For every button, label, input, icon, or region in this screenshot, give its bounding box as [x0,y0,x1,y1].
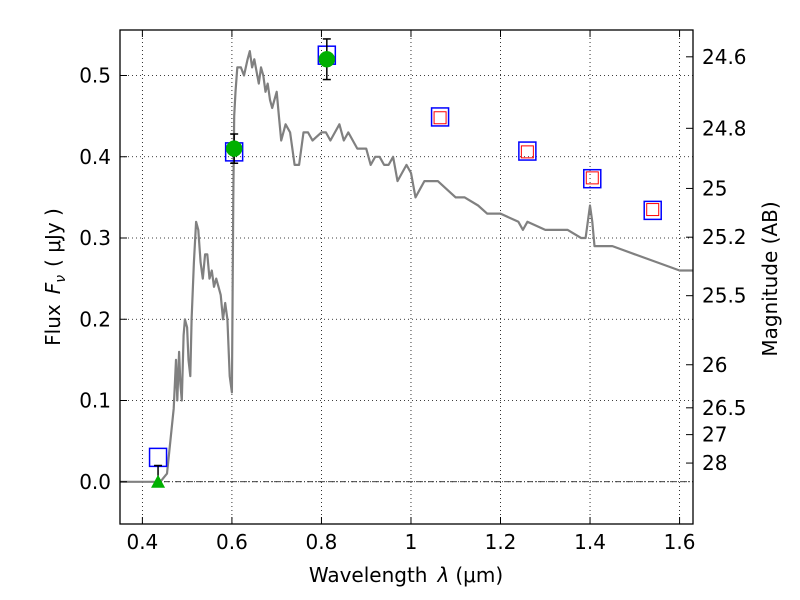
y-tick-label: 0.3 [79,226,111,250]
detection-point [225,140,243,157]
y2-tick-label: 24.8 [702,116,747,140]
y2-tick-label: 25 [702,176,727,200]
x-tick-label: 0.8 [306,530,338,554]
x-tick-label: 1.2 [485,530,517,554]
x-tick-label: 0.4 [126,530,158,554]
observed-nir-marker [646,203,660,217]
model-photometry-square [518,141,537,161]
model-spectrum-line [120,49,693,483]
y2-tick-label: 26.5 [702,396,747,420]
y-tick-label: 0.4 [79,145,111,169]
observed-nir-marker [433,111,447,125]
observed-nir-marker [520,145,534,159]
x-tick-label: 0.6 [216,530,248,554]
series-layer [120,38,693,488]
y-tick-label: 0.1 [79,389,111,413]
y2-axis-title: Magnitude (AB) [758,201,782,356]
plot-background [120,30,693,524]
y2-tick-label: 26 [702,353,727,377]
x-axis-title: Wavelength λ (μm) [309,563,503,587]
model-photometry-square [430,107,450,127]
y2-tick-label: 24.6 [702,45,747,69]
observed-nir-marker [585,171,599,185]
y-tick-label: 0.5 [79,64,111,88]
y2-tick-label: 27 [702,423,727,447]
model-photometry-square [583,168,602,189]
plot-frame [119,29,694,525]
y-tick-label: 0.0 [79,470,111,494]
y2-tick-label: 28 [702,451,727,475]
y-axis-title: FluxFν( μJy ) [41,208,69,346]
model-photometry-square [643,200,662,221]
y2-tick-label: 25.2 [702,225,747,249]
upper-limit-triangle [151,474,166,488]
x-tick-label: 1.6 [664,530,696,554]
y-tick-label: 0.2 [79,307,111,331]
x-tick-label: 1.4 [574,530,606,554]
detection-point [318,51,336,68]
ticks: 0.4 0.6 0.8 1 1.2 1.4 1.6 0.0 0.1 0.2 0.3 0.4 0.5 24.… [79,30,747,554]
x-tick-label: 1 [405,530,418,554]
y2-tick-label: 25.5 [702,284,747,308]
